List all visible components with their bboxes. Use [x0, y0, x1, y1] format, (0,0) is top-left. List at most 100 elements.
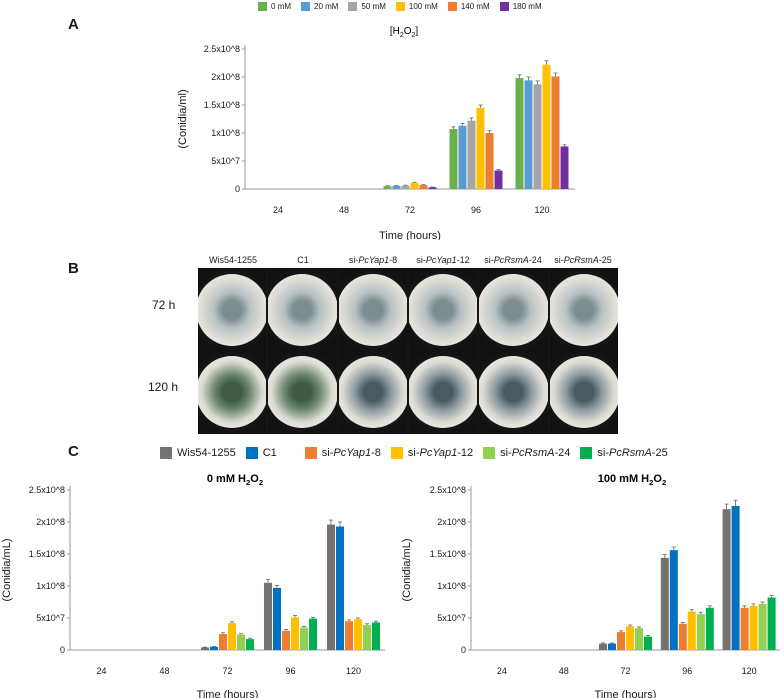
legend-label: si-PcRsmA-24 — [500, 447, 571, 459]
y-tick-label: 1.5x10^8 — [430, 549, 466, 559]
x-axis-label: Time (hours) — [197, 689, 259, 698]
bar-140-mm-96 — [485, 133, 494, 189]
bar-wis54-1255-120 — [722, 509, 731, 650]
legend-item-si-pcyap1-12: si-PcYap1-12 — [390, 447, 474, 459]
bar-si-pcrsma-24-72 — [237, 634, 245, 650]
bar-c1-96 — [273, 587, 281, 650]
bar-si-pcyap1-8-72 — [219, 634, 227, 650]
colony-photo-si-pcyap1-8 — [338, 268, 407, 352]
bar-180-mm-96 — [494, 170, 503, 189]
chart-title: 0 mM H2O2 — [207, 473, 263, 487]
y-tick-label: 2x10^8 — [211, 72, 240, 82]
legend-item-20-mm: 20 mM — [301, 2, 338, 11]
bar-c1-72 — [608, 643, 616, 650]
x-tick-label: 24 — [497, 666, 507, 676]
bar-c1-120 — [336, 526, 344, 650]
colony — [198, 356, 267, 428]
bar-100-mm-96 — [476, 107, 485, 189]
colony-photo-c1 — [268, 268, 337, 352]
legend-item-si-pcyap1-8: si-PcYap1-8 — [304, 447, 381, 459]
bar-100-mm-72 — [410, 182, 419, 189]
colony — [408, 274, 478, 346]
legend-label: 20 mM — [314, 2, 339, 11]
colony-photo-wis54-1255 — [198, 268, 267, 352]
y-tick-label: 2x10^8 — [437, 517, 466, 527]
legend-label: Wis54-1255 — [177, 447, 236, 459]
bar-c1-72 — [210, 646, 218, 650]
y-tick-label: 1x10^8 — [36, 581, 65, 591]
bar-si-pcyap1-8-96 — [282, 630, 290, 650]
legend-swatch — [580, 447, 593, 459]
colony — [268, 356, 337, 428]
bar-140-mm-72 — [419, 185, 428, 189]
y-tick-label: 5x10^7 — [437, 613, 466, 623]
x-axis-label: Time (hours) — [379, 230, 441, 240]
x-tick-label: 72 — [222, 666, 232, 676]
legend-label: 180 mM — [512, 2, 542, 11]
colony-photo-c1 — [268, 350, 337, 434]
legend-item-140-mm: 140 mM — [447, 2, 490, 11]
legend-swatch — [395, 2, 405, 11]
colony-photo-wis54-1255 — [198, 350, 267, 434]
bar-180-mm-120 — [560, 146, 569, 189]
legend-swatch — [348, 2, 358, 11]
legend-swatch — [499, 2, 509, 11]
bar-si-pcrsma-24-96 — [300, 627, 308, 650]
bar-100-mm-120 — [542, 64, 551, 189]
bar-si-pcrsma-25-120 — [767, 597, 776, 650]
bar-si-pcrsma-25-96 — [309, 618, 317, 650]
colony — [549, 356, 618, 428]
colony-photo-si-pcyap1-8 — [338, 350, 407, 434]
legend-item-50-mm: 50 mM — [348, 2, 386, 11]
bar-wis54-1255-96 — [660, 557, 669, 650]
legend-label: 0 mM — [271, 2, 291, 11]
bar-20-mm-96 — [458, 125, 467, 189]
y-tick-label: 2.5x10^8 — [430, 485, 466, 495]
x-tick-label: 72 — [620, 666, 630, 676]
x-tick-label: 96 — [285, 666, 295, 676]
legend-swatch — [390, 447, 403, 459]
bar-si-pcyap1-8-120 — [345, 621, 353, 650]
bar-0-mm-120 — [515, 78, 524, 189]
y-tick-label: 0 — [60, 645, 65, 655]
x-tick-label: 120 — [346, 666, 361, 676]
bar-si-pcyap1-12-120 — [354, 619, 362, 650]
chart-c-0mm: 0 5x10^7 1x10^8 1.5x10^8 2x10^8 2.5x10^8 24 48 7… — [1, 473, 385, 698]
legend-item-si-pcrsma-24: si-PcRsmA-24 — [483, 447, 570, 459]
legend-swatch — [483, 447, 496, 459]
colony — [408, 356, 478, 428]
y-tick-label: 2.5x10^8 — [204, 44, 240, 54]
y-tick-label: 1x10^8 — [211, 128, 240, 138]
panel-letter-b: B — [68, 260, 79, 277]
bar-si-pcrsma-25-72 — [644, 636, 652, 650]
bar-50-mm-96 — [467, 120, 476, 189]
x-tick-label: 48 — [339, 205, 349, 215]
bar-si-pcyap1-8-96 — [678, 623, 687, 650]
bar-si-pcyap1-12-96 — [291, 617, 299, 650]
legend-item-0-mm: 0 mM — [258, 2, 291, 11]
bar-si-pcyap1-12-72 — [626, 626, 634, 650]
legend-swatch — [258, 2, 267, 11]
colony-row-120h — [198, 350, 618, 434]
y-axis-label: (Conidia/ml) — [177, 89, 189, 148]
colony-photo-si-pcrsma-25 — [549, 268, 618, 352]
bar-wis54-1255-72 — [599, 643, 607, 650]
y-tick-label: 2.5x10^8 — [29, 485, 65, 495]
bar-180-mm-72 — [428, 187, 437, 189]
colony-photo-si-pcrsma-24 — [479, 268, 548, 352]
y-tick-label: 1x10^8 — [437, 581, 466, 591]
x-tick-label: 24 — [96, 666, 106, 676]
chart-title: [H2O2] — [390, 26, 419, 39]
bar-20-mm-72 — [392, 185, 401, 189]
legend-a: 0 mM 20 mM 50 mM 100 mM 140 mM 180 mM — [258, 2, 552, 11]
bar-si-pcrsma-25-72 — [246, 639, 254, 650]
bar-wis54-1255-120 — [327, 524, 335, 650]
bar-0-mm-96 — [449, 129, 458, 189]
colony — [479, 356, 548, 428]
colony — [338, 356, 407, 428]
legend-label: si-PcYap1-12 — [407, 447, 474, 459]
bar-si-pcrsma-24-120 — [758, 603, 767, 650]
chart-title: 100 mM H2O2 — [598, 473, 666, 487]
y-tick-label: 1.5x10^8 — [29, 549, 65, 559]
legend-label: si-PcYap1-8 — [321, 447, 381, 459]
